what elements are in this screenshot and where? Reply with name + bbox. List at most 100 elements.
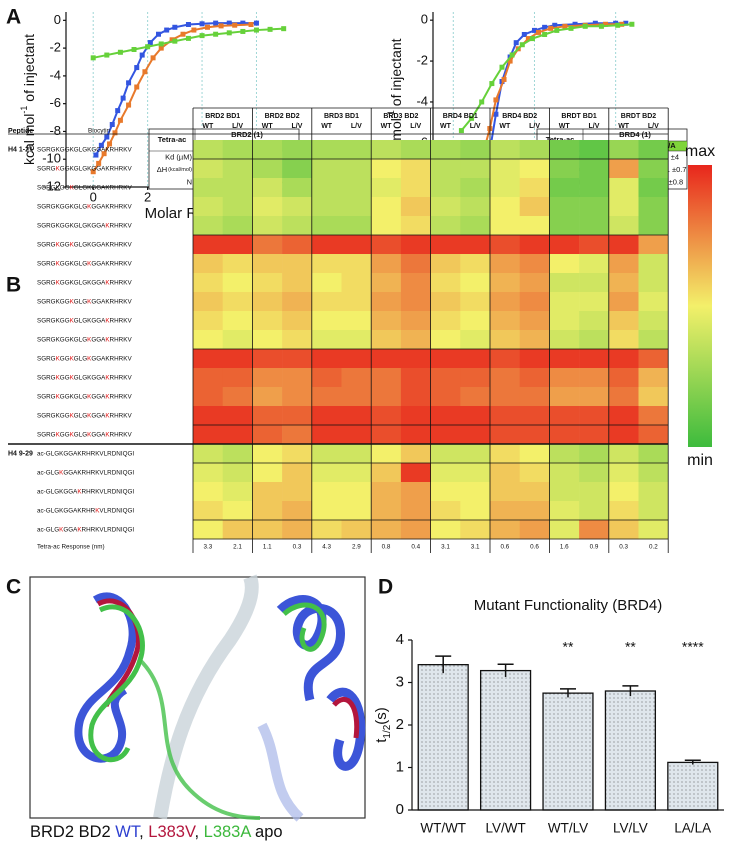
column-label: L/V bbox=[351, 123, 362, 130]
column-label: WT bbox=[262, 123, 274, 130]
heat-cell bbox=[579, 482, 610, 502]
heat-cell bbox=[341, 520, 372, 540]
heat-cell bbox=[193, 292, 223, 312]
heat-cell bbox=[193, 520, 223, 540]
heat-cell bbox=[490, 444, 520, 464]
data-point bbox=[501, 76, 507, 82]
data-point bbox=[158, 45, 164, 51]
heat-cell bbox=[400, 292, 431, 312]
data-point bbox=[185, 35, 191, 41]
heat-cell bbox=[519, 349, 550, 369]
y-tick-label: 1 bbox=[396, 758, 404, 775]
heat-cell bbox=[371, 482, 402, 502]
colorbar-min-label: min bbox=[687, 452, 713, 469]
heat-cell bbox=[400, 368, 431, 388]
heat-cell bbox=[222, 330, 253, 350]
row-sequence: SGRGKGGKGLGKGGAKRHRKV bbox=[37, 222, 132, 229]
data-point bbox=[562, 23, 568, 29]
heat-cell bbox=[519, 330, 550, 350]
heat-cell bbox=[549, 444, 580, 464]
heat-cell bbox=[222, 406, 253, 426]
heat-cell bbox=[460, 482, 491, 502]
heat-cell bbox=[311, 178, 342, 198]
heat-cell bbox=[549, 178, 580, 198]
heat-cell bbox=[371, 178, 402, 198]
data-point bbox=[554, 27, 560, 33]
heat-cell bbox=[222, 387, 253, 407]
heat-cell bbox=[400, 216, 431, 236]
heat-cell bbox=[519, 159, 550, 179]
heat-cell bbox=[371, 406, 402, 426]
heat-cell bbox=[430, 482, 461, 502]
heat-cell bbox=[400, 425, 431, 445]
data-point bbox=[493, 97, 499, 103]
heat-cell bbox=[222, 482, 253, 502]
row-sequence: SGRGKGGKGLGKGGAKRHRKV bbox=[37, 203, 132, 210]
footer-value: 0.6 bbox=[500, 544, 509, 551]
heat-cell bbox=[400, 349, 431, 369]
heat-cell bbox=[608, 197, 639, 217]
data-point bbox=[104, 134, 110, 140]
heat-cell bbox=[282, 273, 313, 293]
heat-cell bbox=[638, 444, 669, 464]
heat-cell bbox=[460, 520, 491, 540]
heat-cell bbox=[579, 140, 610, 160]
y-tick-label: -10 bbox=[42, 151, 61, 166]
footer-value: 3.1 bbox=[441, 544, 450, 551]
footer-value: 2.9 bbox=[352, 544, 361, 551]
heat-cell bbox=[311, 463, 342, 483]
data-point bbox=[615, 22, 621, 28]
data-point bbox=[131, 47, 137, 52]
y-axis-label-part: 1/2 bbox=[382, 724, 393, 738]
heat-cell bbox=[638, 254, 669, 274]
heat-cell bbox=[311, 425, 342, 445]
heat-cell bbox=[638, 387, 669, 407]
heat-cell bbox=[460, 140, 491, 160]
heat-cell bbox=[311, 520, 342, 540]
heat-cell bbox=[579, 273, 610, 293]
chart-title: Mutant Functionality (BRD4) bbox=[474, 597, 662, 614]
heat-cell bbox=[341, 406, 372, 426]
heat-cell bbox=[490, 520, 520, 540]
data-point bbox=[469, 115, 475, 121]
heat-cell bbox=[549, 463, 580, 483]
heat-cell bbox=[460, 216, 491, 236]
heat-cell bbox=[400, 406, 431, 426]
heat-cell bbox=[193, 178, 223, 198]
row-sequence: ac-GLGKGGAKRHRKVLRDNIQGI bbox=[37, 469, 134, 476]
data-point bbox=[531, 27, 537, 33]
y-axis-label-part: kcal mol bbox=[21, 114, 37, 165]
row-group-label: H4 9-29 bbox=[8, 450, 33, 457]
heat-cell bbox=[519, 140, 550, 160]
heat-cell bbox=[579, 406, 610, 426]
heat-cell bbox=[460, 159, 491, 179]
heat-cell bbox=[519, 178, 550, 198]
heat-cell bbox=[222, 311, 253, 331]
data-point bbox=[281, 26, 287, 32]
heat-cell bbox=[193, 444, 223, 464]
heat-cell bbox=[638, 235, 669, 255]
heat-cell bbox=[490, 406, 520, 426]
heat-cell bbox=[252, 216, 283, 236]
heat-cell bbox=[608, 425, 639, 445]
caption-text: L383V bbox=[148, 823, 196, 841]
heat-cell bbox=[638, 178, 669, 198]
heat-cell bbox=[490, 292, 520, 312]
heat-cell bbox=[311, 159, 342, 179]
caption-text: L383A bbox=[204, 823, 252, 841]
y-axis-label-part: -1 bbox=[19, 106, 29, 114]
heat-cell bbox=[549, 235, 580, 255]
footer-label: Tetra-ac Response (nm) bbox=[37, 544, 105, 551]
data-point bbox=[542, 31, 548, 37]
heat-cell bbox=[638, 216, 669, 236]
heat-cell bbox=[549, 273, 580, 293]
heat-cell bbox=[608, 235, 639, 255]
data-point bbox=[499, 64, 505, 70]
heat-cell bbox=[400, 482, 431, 502]
column-label: WT bbox=[381, 123, 393, 130]
heat-cell bbox=[193, 216, 223, 236]
x-tick-label: 2 bbox=[144, 189, 151, 204]
heat-cell bbox=[222, 368, 253, 388]
